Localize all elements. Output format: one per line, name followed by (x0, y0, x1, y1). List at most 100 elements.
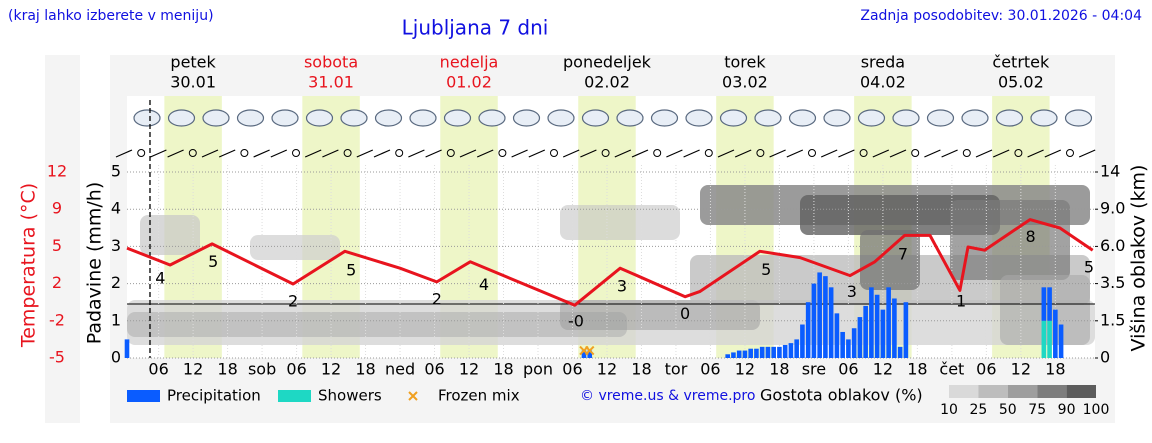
weather-icon (823, 109, 851, 127)
precip-bar (880, 309, 886, 358)
day-name: četrtek (992, 53, 1050, 72)
cloud-density-title: Gostota oblakov (%) (760, 386, 923, 405)
wind-calm (859, 149, 868, 157)
legend-label: Precipitation (167, 387, 261, 405)
weather-icon (1064, 109, 1093, 127)
weather-icon (340, 109, 368, 127)
weather-icon (1030, 109, 1058, 127)
weather-icon (754, 109, 782, 127)
x-tick-label: 12 (183, 360, 203, 379)
chart-title: Ljubljana 7 dni (402, 16, 549, 40)
weather-icon (374, 109, 403, 127)
density-swatch (1037, 385, 1067, 398)
cloud-density-area (860, 230, 920, 290)
wind-barb (528, 149, 546, 158)
wind-barb (476, 149, 494, 158)
x-tick-label: sre (802, 360, 826, 379)
wind-barb (975, 149, 993, 158)
x-tick-label: 06 (148, 360, 168, 379)
precip-bar (892, 298, 897, 358)
x-tick-label: tor (665, 360, 688, 379)
weather-icon (685, 109, 713, 127)
legend-label: Frozen mix (438, 387, 520, 405)
weather-icon (788, 109, 817, 127)
precip-bar (1041, 287, 1047, 321)
x-tick-label: 06 (838, 360, 858, 379)
wind-calm (498, 149, 507, 157)
temp-tick-label: 2 (52, 273, 62, 292)
weather-icon (719, 109, 748, 127)
precip-bar (897, 346, 903, 358)
precip-bar (754, 348, 759, 358)
weather-icon (133, 109, 161, 127)
day-date: 30.01 (170, 73, 216, 92)
density-tick-label: 90 (1058, 402, 1076, 418)
x-tick-label: 18 (1045, 360, 1065, 379)
weather-icon (167, 109, 196, 127)
precip-bar (736, 350, 742, 358)
precip-bar (587, 350, 593, 358)
credit: © vreme.us & vreme.pro (580, 388, 755, 404)
precip-bar (834, 313, 840, 358)
cloud-density-area (127, 312, 627, 337)
y-tick-label: 2 (111, 273, 121, 292)
wind-barb (580, 149, 597, 158)
wind-barb (425, 149, 442, 158)
x-tick-label: pon (523, 360, 553, 379)
frozen-mark (585, 345, 595, 356)
x-tick-label: 18 (769, 360, 789, 379)
precip-bar (731, 352, 736, 358)
precip-bar (851, 328, 857, 358)
precip-bar (794, 339, 799, 358)
precip-bar (846, 339, 851, 358)
wind-calm (962, 149, 971, 157)
wind-calm (292, 149, 300, 157)
legend-label: Showers (318, 387, 382, 405)
wind-barb (666, 149, 683, 158)
wind-barb (373, 149, 391, 158)
wind-barb (820, 149, 838, 158)
x-tick-label: 06 (562, 360, 582, 379)
day-date: 02.02 (584, 73, 630, 92)
wind-barb (167, 149, 184, 158)
density-swatch (978, 385, 1008, 398)
wind-calm (704, 149, 713, 157)
temp-label: 1 (956, 292, 966, 311)
x-tick-label: 18 (907, 360, 927, 379)
wind-barb (1078, 149, 1096, 158)
day-date: 01.02 (446, 73, 492, 92)
temp-label: 3 (847, 282, 857, 301)
cloud-density-area (140, 215, 200, 255)
density-swatch (1066, 385, 1096, 398)
day-name: torek (724, 53, 766, 72)
x-tick-label: ned (385, 360, 415, 379)
temperature-line (126, 218, 1094, 307)
x-tick-label: 12 (321, 360, 341, 379)
temp-label: 2 (288, 292, 298, 311)
temp-tick-label: -2 (49, 310, 65, 329)
wind-barb (631, 149, 649, 158)
temp-label: 2 (432, 289, 442, 308)
y2-tick-label: 1.5 (1100, 310, 1125, 329)
weather-icon (271, 109, 299, 127)
weather-icon (236, 109, 265, 127)
y-tick-label: 3 (111, 236, 121, 255)
precip-bar (1058, 324, 1064, 358)
precip-bar (748, 348, 753, 358)
day-name: ponedeljek (563, 53, 652, 72)
weather-icon (512, 109, 541, 127)
x-tick-label: 18 (631, 360, 651, 379)
precip-bar (823, 276, 828, 358)
shower-bar (1047, 320, 1052, 358)
day-date: 04.02 (860, 73, 906, 92)
density-tick-label: 10 (940, 402, 958, 418)
temp-label: 5 (208, 252, 218, 271)
wind-barb (769, 149, 786, 158)
day-name: sreda (861, 53, 905, 72)
y2-tick-label: 0 (1100, 348, 1110, 367)
precip-bar (1047, 287, 1052, 321)
precip-bar (869, 287, 874, 358)
temp-label: 8 (1026, 227, 1036, 246)
y2-tick-label: 14 (1100, 162, 1120, 181)
precip-bar (788, 343, 794, 358)
